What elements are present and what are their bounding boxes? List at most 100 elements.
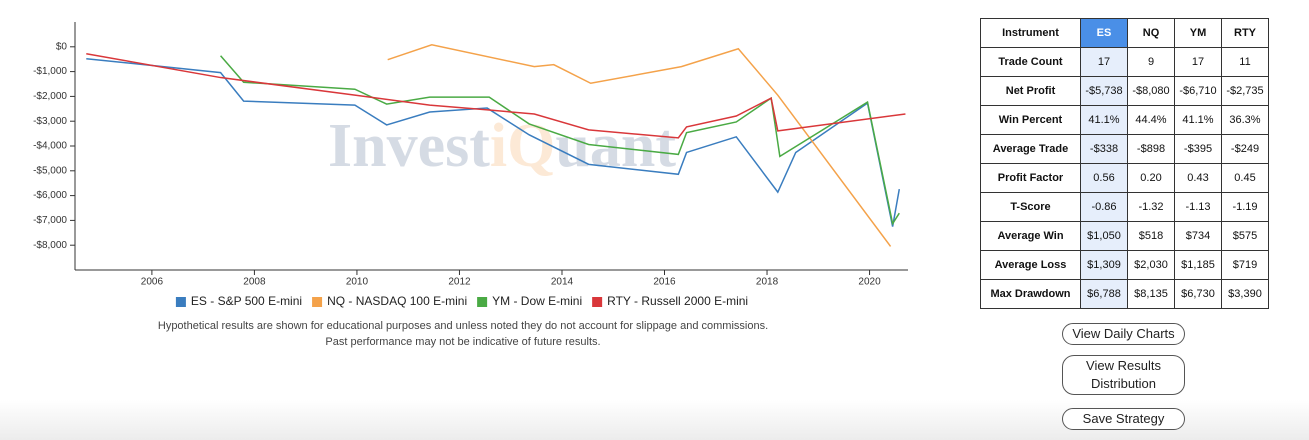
value-cell: $8,135	[1127, 279, 1175, 309]
value-cell: 44.4%	[1127, 105, 1175, 135]
table-row: Win Percent 41.1% 44.4% 41.1% 36.3%	[980, 105, 1269, 135]
value-cell: 17	[1080, 47, 1128, 77]
value-cell: $6,788	[1080, 279, 1128, 309]
value-cell: -$898	[1127, 134, 1175, 164]
series-line	[86, 53, 906, 139]
legend-label: ES - S&P 500 E-mini	[191, 294, 302, 308]
value-cell: 0.56	[1080, 163, 1128, 193]
row-label: T-Score	[980, 192, 1081, 222]
y-tick-label: -$7,000	[33, 215, 67, 226]
legend-swatch	[477, 297, 488, 307]
y-tick-label: -$2,000	[33, 91, 67, 102]
x-tick-label: 2008	[243, 277, 266, 288]
legend-item: NQ - NASDAQ 100 E-mini	[312, 294, 467, 308]
header-cell: NQ	[1127, 18, 1175, 48]
y-tick-label: -$8,000	[33, 240, 67, 251]
action-button[interactable]: View Daily Charts	[1062, 323, 1185, 345]
value-cell: -1.19	[1221, 192, 1269, 222]
value-cell: 36.3%	[1221, 105, 1269, 135]
header-row: Instrument ES NQ YM RTY	[980, 18, 1269, 48]
legend-label: RTY - Russell 2000 E-mini	[607, 294, 748, 308]
stats-table: Instrument ES NQ YM RTY Trade Count 17 9 17 11 Net…	[980, 18, 1269, 309]
legend-swatch	[175, 297, 186, 307]
header-cell: Instrument	[980, 18, 1081, 48]
value-cell: $6,730	[1174, 279, 1222, 309]
value-cell: 11	[1221, 47, 1269, 77]
value-cell: -$5,738	[1080, 76, 1128, 106]
watermark-part: Invest	[328, 112, 490, 180]
value-cell: -$8,080	[1127, 76, 1175, 106]
value-cell: 41.1%	[1080, 105, 1128, 135]
y-tick-label: -$3,000	[33, 116, 67, 127]
row-label: Trade Count	[980, 47, 1081, 77]
action-button[interactable]: Save Strategy	[1062, 408, 1185, 430]
table-row: Average Trade -$338 -$898 -$395 -$249	[980, 134, 1269, 164]
table-row: Max Drawdown $6,788 $8,135 $6,730 $3,390	[980, 279, 1269, 309]
header-cell: RTY	[1221, 18, 1269, 48]
row-label: Average Loss	[980, 250, 1081, 280]
table-row: Trade Count 17 9 17 11	[980, 47, 1269, 77]
row-label: Profit Factor	[980, 163, 1081, 193]
table-row: Average Win $1,050 $518 $734 $575	[980, 221, 1269, 251]
x-tick-label: 2016	[653, 277, 676, 288]
legend-swatch	[592, 297, 603, 307]
value-cell: $518	[1127, 221, 1175, 251]
disclaimer-line: Past performance may not be indicative o…	[325, 336, 600, 348]
value-cell: -1.32	[1127, 192, 1175, 222]
watermark: InvestiQuant	[328, 112, 676, 180]
table-row: Net Profit -$5,738 -$8,080 -$6,710 -$2,735	[980, 76, 1269, 106]
value-cell: $1,309	[1080, 250, 1128, 280]
row-label: Average Trade	[980, 134, 1081, 164]
row-label: Net Profit	[980, 76, 1081, 106]
value-cell: 0.43	[1174, 163, 1222, 193]
value-cell: -0.86	[1080, 192, 1128, 222]
chart: InvestiQuant $0 -$1,000 -$2,000 -$3,000 -$4,…	[33, 22, 908, 348]
value-cell: 0.20	[1127, 163, 1175, 193]
value-cell: -$249	[1221, 134, 1269, 164]
value-cell: 0.45	[1221, 163, 1269, 193]
series-line	[86, 57, 901, 227]
value-cell: 17	[1174, 47, 1222, 77]
y-tick-label: -$4,000	[33, 141, 67, 152]
x-tick-label: 2020	[858, 277, 881, 288]
header-cell: ES	[1080, 18, 1128, 48]
row-label: Average Win	[980, 221, 1081, 251]
y-tick-label: $0	[56, 41, 68, 52]
legend-label: NQ - NASDAQ 100 E-mini	[327, 294, 467, 308]
value-cell: $719	[1221, 250, 1269, 280]
value-cell: $2,030	[1127, 250, 1175, 280]
x-tick-label: 2010	[346, 277, 369, 288]
value-cell: 41.1%	[1174, 105, 1222, 135]
legend-item: RTY - Russell 2000 E-mini	[592, 294, 748, 308]
value-cell: 9	[1127, 47, 1175, 77]
legend-item: ES - S&P 500 E-mini	[175, 294, 302, 308]
value-cell: -$6,710	[1174, 76, 1222, 106]
watermark-part: uant	[555, 112, 676, 180]
legend-label: YM - Dow E-mini	[492, 294, 582, 308]
table-row: T-Score -0.86 -1.32 -1.13 -1.19	[980, 192, 1269, 222]
x-tick-label: 2012	[448, 277, 471, 288]
legend-swatch	[312, 297, 323, 307]
y-tick-label: -$5,000	[33, 165, 67, 176]
header-cell: YM	[1174, 18, 1222, 48]
row-label: Win Percent	[980, 105, 1081, 135]
value-cell: $1,050	[1080, 221, 1128, 251]
value-cell: -1.13	[1174, 192, 1222, 222]
legend-item: YM - Dow E-mini	[477, 294, 582, 308]
x-tick-label: 2018	[756, 277, 779, 288]
value-cell: -$395	[1174, 134, 1222, 164]
value-cell: $734	[1174, 221, 1222, 251]
y-tick-label: -$1,000	[33, 66, 67, 77]
row-label: Max Drawdown	[980, 279, 1081, 309]
x-tick-label: 2014	[551, 277, 574, 288]
y-tick-label: -$6,000	[33, 190, 67, 201]
watermark-part: iQ	[490, 112, 555, 180]
value-cell: $3,390	[1221, 279, 1269, 309]
value-cell: $1,185	[1174, 250, 1222, 280]
x-tick-label: 2006	[141, 277, 164, 288]
table-row: Profit Factor 0.56 0.20 0.43 0.45	[980, 163, 1269, 193]
value-cell: -$338	[1080, 134, 1128, 164]
action-button[interactable]: View Results Distribution	[1062, 355, 1185, 395]
series-line	[387, 44, 892, 247]
